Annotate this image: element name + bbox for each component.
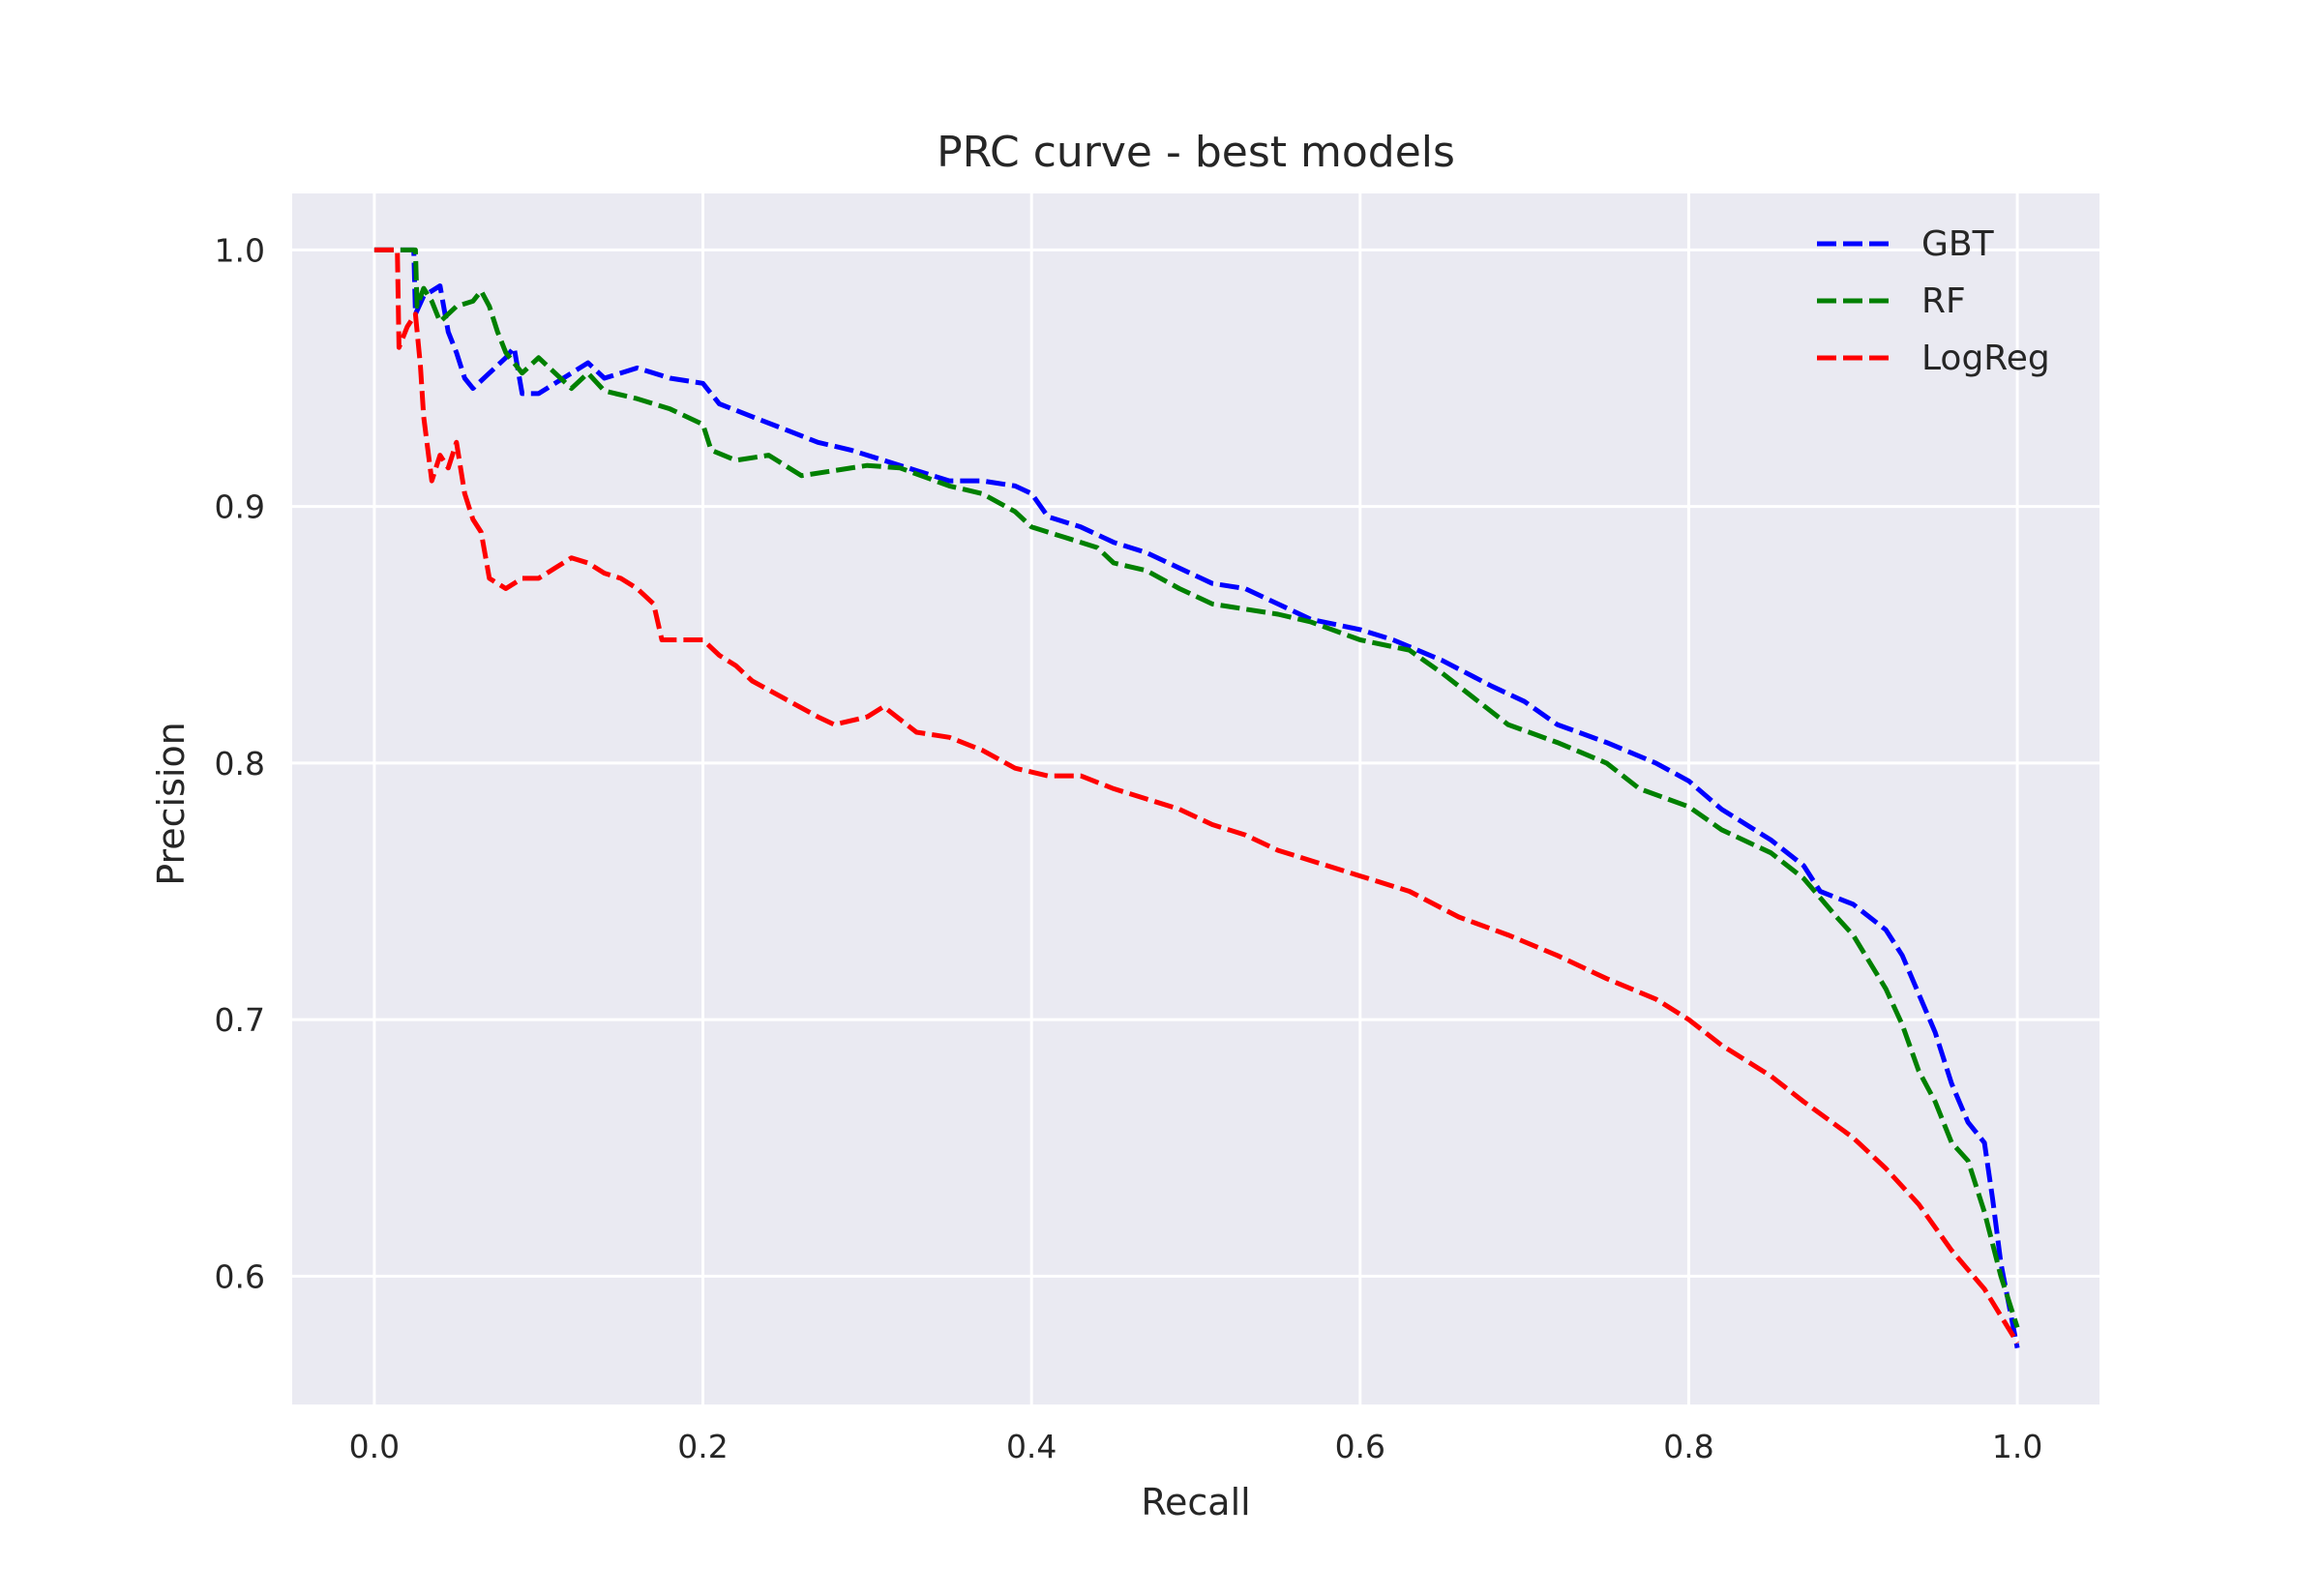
- y-tick-label: 0.6: [215, 1257, 265, 1295]
- legend-label-rf: RF: [1921, 281, 1966, 321]
- x-axis-ticks: 0.0 0.2 0.4 0.6 0.8 1.0: [349, 1428, 2043, 1465]
- x-tick-label: 0.8: [1663, 1428, 1713, 1465]
- x-tick-label: 0.6: [1335, 1428, 1385, 1465]
- legend-label-gbt: GBT: [1921, 224, 1995, 264]
- plot-area: [292, 193, 2099, 1404]
- y-axis-ticks: 0.6 0.7 0.8 0.9 1.0: [215, 231, 265, 1295]
- x-tick-label: 0.0: [349, 1428, 400, 1465]
- series-line-logreg: [373, 247, 2020, 1345]
- y-tick-label: 0.7: [215, 1001, 265, 1039]
- legend: GBT RF LogReg: [1817, 224, 2050, 378]
- series-line-gbt: [373, 247, 2020, 1349]
- y-tick-label: 0.9: [215, 488, 265, 526]
- series-lines: [373, 247, 2020, 1349]
- x-axis-label: Recall: [1141, 1481, 1250, 1523]
- grid-lines: [292, 193, 2099, 1404]
- y-tick-label: 1.0: [215, 231, 265, 269]
- x-tick-label: 0.4: [1006, 1428, 1057, 1465]
- y-axis-label: Precision: [150, 722, 193, 886]
- x-tick-label: 1.0: [1992, 1428, 2042, 1465]
- y-tick-label: 0.8: [215, 745, 265, 783]
- chart-title: PRC curve - best models: [937, 128, 1455, 177]
- legend-label-logreg: LogReg: [1921, 339, 2050, 378]
- x-tick-label: 0.2: [677, 1428, 728, 1465]
- series-line-rf: [373, 247, 2020, 1329]
